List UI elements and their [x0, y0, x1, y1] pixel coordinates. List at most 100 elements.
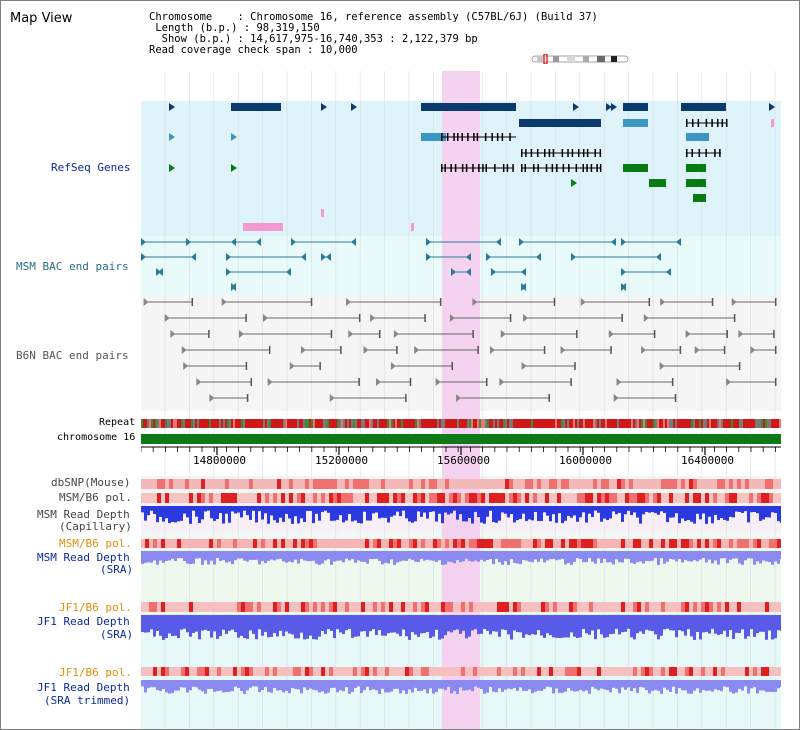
heat-cell	[673, 667, 677, 676]
heat-cell	[461, 493, 465, 503]
depth-bar	[492, 680, 495, 692]
depth-bar	[219, 680, 222, 691]
depth-bar	[735, 506, 738, 512]
heat-cell	[549, 667, 553, 676]
dbsnp-track-label[interactable]: dbSNP(Mouse)	[51, 476, 131, 489]
refseq-arrow	[606, 103, 612, 111]
repeat-mark	[517, 419, 519, 428]
heat-cell	[333, 493, 337, 503]
depth-bar	[504, 680, 507, 690]
depth-bar	[423, 680, 426, 690]
genome-browser-plot[interactable]	[141, 71, 781, 730]
heat-cell	[277, 667, 281, 676]
depth-bar	[486, 680, 489, 693]
heat-cell	[197, 667, 201, 676]
heat-cell	[741, 667, 745, 676]
depth-bar	[489, 506, 492, 511]
msm-depth-capillary-sub: (Capillary)	[59, 520, 132, 533]
depth-bar	[534, 680, 537, 692]
depth-bar	[738, 551, 741, 564]
depth-bar	[738, 680, 741, 689]
heat-cell	[165, 602, 169, 612]
jf1-pol2-label[interactable]: JF1/B6 pol.	[59, 666, 132, 679]
depth-bar	[162, 680, 165, 689]
depth-bar	[174, 551, 177, 562]
exon	[521, 149, 523, 157]
depth-bar	[456, 615, 459, 630]
heat-cell	[493, 667, 497, 676]
repeat-mark	[271, 419, 273, 428]
heat-cell	[689, 667, 693, 676]
heat-cell	[537, 602, 541, 612]
msm-depth-sra-label[interactable]: MSM Read Depth	[37, 551, 130, 564]
depth-bar	[690, 680, 693, 694]
depth-bar	[420, 551, 423, 559]
heat-cell	[565, 493, 569, 503]
heat-cell	[389, 493, 393, 503]
depth-bar	[741, 615, 744, 630]
depth-bar	[177, 506, 180, 522]
heat-cell	[485, 493, 489, 503]
heat-cell	[377, 493, 381, 503]
heat-cell	[765, 602, 769, 612]
jf1-trim-depth-label[interactable]: JF1 Read Depth	[37, 681, 130, 694]
heat-cell	[297, 539, 301, 548]
msm-b6-pol2-label[interactable]: MSM/B6 pol.	[59, 537, 132, 550]
depth-bar	[549, 506, 552, 522]
heat-cell	[369, 602, 373, 612]
jf1-depth-label[interactable]: JF1 Read Depth	[37, 615, 130, 628]
heat-cell	[365, 667, 369, 676]
depth-bar	[282, 506, 285, 522]
heat-cell	[393, 493, 397, 503]
repeat-mark	[705, 419, 707, 428]
repeat-mark	[283, 419, 285, 428]
b6n-end	[393, 330, 399, 338]
repeat-mark	[339, 419, 341, 428]
chromosome-ideogram[interactable]	[531, 54, 629, 64]
msm-depth-capillary-label[interactable]: MSM Read Depth	[37, 508, 130, 521]
heat-cell	[361, 479, 365, 489]
depth-bar	[570, 615, 573, 633]
b6n-end	[456, 394, 462, 402]
refseq-track-label[interactable]: RefSeq Genes	[51, 161, 131, 174]
jf1-pol-label[interactable]: JF1/B6 pol.	[59, 601, 132, 614]
depth-bar	[399, 551, 402, 562]
repeat-mark	[521, 419, 523, 428]
depth-bar	[555, 506, 558, 523]
repeat-mark	[373, 419, 375, 428]
msm-b6-pol-label[interactable]: MSM/B6 pol.	[59, 491, 132, 504]
heat-cell	[297, 493, 301, 503]
repeat-mark	[561, 419, 563, 428]
repeat-mark	[735, 419, 737, 428]
repeat-mark	[469, 419, 471, 428]
repeat-mark	[487, 419, 489, 428]
depth-bar	[771, 506, 774, 513]
depth-bar	[750, 680, 753, 689]
region-info: Chromosome : Chromosome 16, reference as…	[149, 11, 598, 56]
heat-cell	[661, 539, 665, 548]
depth-bar	[510, 680, 513, 690]
b6n-bac-track-label[interactable]: B6N BAC end pairs	[16, 349, 129, 362]
depth-bar	[264, 551, 267, 564]
msm-bac-track-label[interactable]: MSM BAC end pairs	[16, 260, 129, 273]
depth-bar	[351, 615, 354, 638]
exon	[567, 149, 569, 157]
heat-cell	[309, 602, 313, 612]
repeat-mark	[767, 419, 769, 428]
depth-bar	[777, 680, 780, 689]
depth-bar	[510, 551, 513, 560]
heat-cell	[177, 539, 181, 548]
depth-bar	[660, 680, 663, 694]
depth-bar	[510, 506, 513, 515]
repeat-mark	[433, 419, 435, 428]
heat-cell	[365, 479, 369, 489]
repeat-mark	[749, 419, 751, 428]
repeat-mark	[605, 419, 607, 428]
heat-cell	[265, 667, 269, 676]
heat-cell	[453, 539, 457, 548]
depth-bar	[414, 506, 417, 522]
heat-cell	[161, 539, 165, 548]
depth-bar	[270, 615, 273, 637]
heat-cell	[493, 479, 497, 489]
heat-cell	[761, 479, 765, 489]
